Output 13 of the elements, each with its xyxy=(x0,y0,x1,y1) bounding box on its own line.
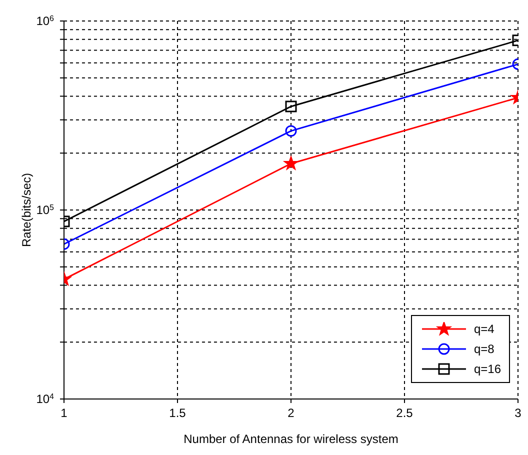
y-tick-label: 10$^{6}$ xyxy=(36,14,55,28)
x-axis-title: Number of Antennas for wireless system xyxy=(184,432,398,446)
y-tick-label: 10$^{5}$ xyxy=(36,202,55,217)
x-tick-label: 1.5 xyxy=(169,406,186,420)
y-tick-label: 10$^{4}$ xyxy=(36,392,55,406)
x-tick-label: 1 xyxy=(60,406,68,420)
legend-label: q=16 xyxy=(474,362,501,376)
y-axis-title: Rate(bits/sec) xyxy=(19,172,34,248)
legend-label: q=4 xyxy=(474,322,494,336)
x-tick-label: 3 xyxy=(514,406,522,420)
legend-label: q=8 xyxy=(474,342,494,356)
x-tick-label: 2 xyxy=(288,406,295,420)
x-tick-label: 2.5 xyxy=(396,406,414,420)
